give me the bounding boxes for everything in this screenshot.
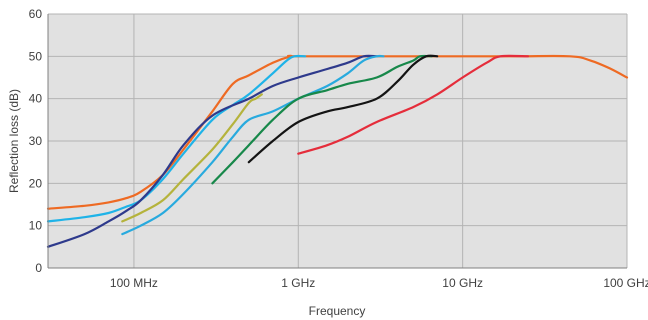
x-tick-label: 100 MHz	[110, 276, 158, 290]
series-line-7	[247, 54, 439, 164]
y-tick-label: 40	[29, 92, 43, 106]
y-tick-label: 0	[35, 261, 42, 275]
series-line-3	[46, 54, 378, 248]
series-line-1	[46, 54, 629, 210]
y-tick-label: 50	[29, 49, 43, 63]
y-tick-labels: 0 10 20 30 40 50 60	[29, 7, 43, 275]
x-tick-label: 100 GHz	[603, 276, 648, 290]
y-tick-label: 60	[29, 7, 43, 21]
y-tick-label: 30	[29, 134, 43, 148]
y-axis-label: Reflection loss (dB)	[7, 89, 21, 193]
series-line-8	[297, 54, 530, 155]
x-axis-label: Frequency	[309, 304, 366, 318]
series-line-4	[121, 93, 263, 223]
y-tick-label: 10	[29, 219, 43, 233]
series-group	[46, 54, 629, 248]
series-line-2	[46, 54, 307, 223]
x-tick-labels: 100 MHz 1 GHz 10 GHz 100 GHz	[110, 276, 648, 290]
series-line-6	[211, 54, 433, 185]
series-line-5	[121, 54, 385, 236]
x-tick-label: 1 GHz	[281, 276, 315, 290]
x-tick-label: 10 GHz	[442, 276, 483, 290]
y-tick-label: 20	[29, 176, 43, 190]
